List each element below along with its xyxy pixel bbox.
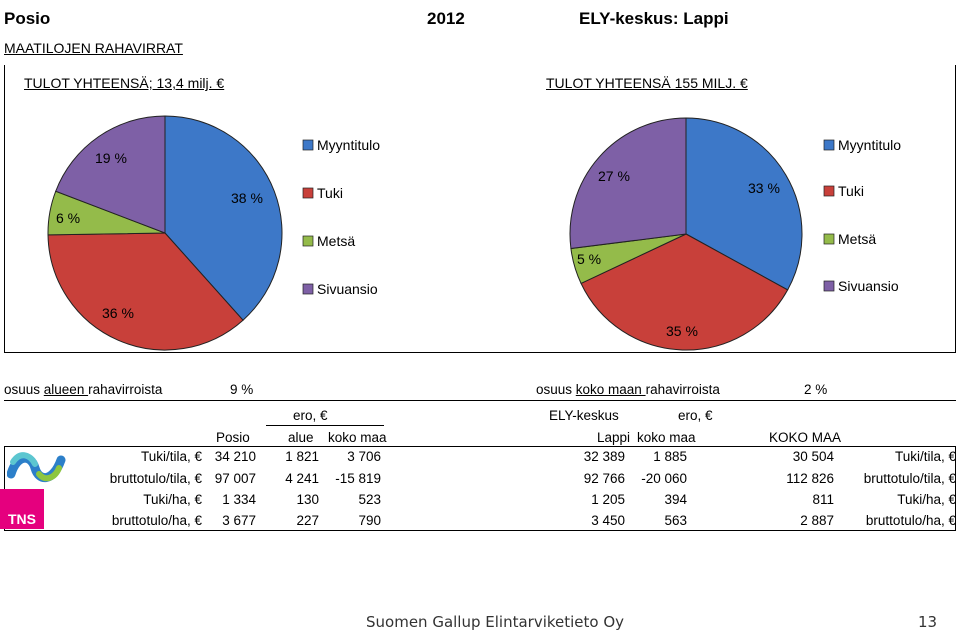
cell-ero-koko: 523 xyxy=(358,492,381,507)
header-alue: alue xyxy=(288,430,314,445)
pie-label: 19 % xyxy=(95,150,127,166)
header-ero-1: ero, € xyxy=(293,408,328,423)
legend-swatch-myyntitulo xyxy=(823,139,835,151)
cell-ero-koko: -15 819 xyxy=(335,471,381,486)
legend-swatch-tuki xyxy=(823,185,835,197)
pie-slice-sivuansio xyxy=(569,117,687,250)
year-title: 2012 xyxy=(427,9,465,28)
legend-entry: Myyntitulo xyxy=(838,137,901,153)
cell-label: bruttotulo/tila, € xyxy=(109,471,202,486)
share-left-label: osuus alueen rahavirroista xyxy=(4,382,163,397)
pie-slice-myyntitulo xyxy=(685,117,803,291)
pie-label: 33 % xyxy=(748,180,780,196)
cell-koko: 30 504 xyxy=(792,449,834,464)
legend-swatch-metsä xyxy=(823,233,835,245)
cell-posio: 97 007 xyxy=(214,471,256,486)
cell-ero-alue: 1 821 xyxy=(285,449,319,464)
cell-label2: Tuki/tila, € xyxy=(894,449,956,464)
pie-slice-myyntitulo xyxy=(164,115,283,321)
page-subtitle: MAATILOJEN RAHAVIRRAT xyxy=(4,40,183,56)
cell-ero-lappi: 563 xyxy=(664,513,687,528)
cell-ero-lappi: 394 xyxy=(664,492,687,507)
cell-ero-alue: 227 xyxy=(296,513,319,528)
header-koko-maa: KOKO MAA xyxy=(769,430,842,445)
pie-chart-left: 38 % 36 % 6 % 19 % xyxy=(47,115,283,351)
legend-left: Myyntitulo Tuki Metsä Sivuansio xyxy=(302,137,380,297)
legend-right: Myyntitulo Tuki Metsä Sivuansio xyxy=(823,137,901,294)
cell-lappi: 92 766 xyxy=(583,471,625,486)
footer-company: Suomen Gallup Elintarviketieto Oy xyxy=(366,613,625,631)
legend-swatch-myyntitulo xyxy=(302,139,314,151)
cell-label: bruttotulo/ha, € xyxy=(111,513,202,528)
legend-entry: Tuki xyxy=(838,183,864,199)
pie-label: 6 % xyxy=(56,210,80,226)
header-ely: ELY-keskus xyxy=(549,408,619,423)
header-koko-maa-1: koko maa xyxy=(328,430,387,445)
pie-slice-tuki xyxy=(47,232,244,351)
pie-slice-sivuansio xyxy=(55,115,166,234)
pie-label: 36 % xyxy=(102,305,134,321)
page-number: 13 xyxy=(918,613,938,631)
cell-posio: 1 334 xyxy=(222,492,256,507)
tns-logo: TNS xyxy=(0,489,44,529)
chart-title-right: TULOT YHTEENSÄ 155 MILJ. € xyxy=(546,75,748,91)
cell-lappi: 32 389 xyxy=(583,449,625,464)
cell-label2: bruttotulo/tila, € xyxy=(863,471,956,486)
header-posio: Posio xyxy=(216,430,250,445)
cell-ero-koko: 790 xyxy=(358,513,381,528)
region-title: Posio xyxy=(4,9,51,28)
share-right-value: 2 % xyxy=(804,382,828,397)
legend-swatch-metsä xyxy=(302,235,314,247)
pie-label: 5 % xyxy=(577,251,601,267)
cell-koko: 811 xyxy=(812,492,834,507)
cell-posio: 34 210 xyxy=(214,449,256,464)
cell-lappi: 3 450 xyxy=(591,513,625,528)
cell-label: Tuki/tila, € xyxy=(140,449,202,464)
header-ero-2: ero, € xyxy=(678,408,713,423)
cell-label2: Tuki/ha, € xyxy=(897,492,956,507)
gallup-logo xyxy=(7,452,66,482)
legend-swatch-tuki xyxy=(302,187,314,199)
legend-entry: Tuki xyxy=(317,185,343,201)
cell-ero-koko: 3 706 xyxy=(347,449,381,464)
share-left-value: 9 % xyxy=(230,382,254,397)
cell-koko: 2 887 xyxy=(800,513,834,528)
cell-ero-alue: 130 xyxy=(296,492,319,507)
cell-posio: 3 677 xyxy=(222,513,256,528)
legend-entry: Metsä xyxy=(317,233,355,249)
cell-label2: bruttotulo/ha, € xyxy=(865,513,956,528)
header-koko-maa-2: koko maa xyxy=(637,430,696,445)
header-lappi: Lappi xyxy=(597,430,631,445)
legend-entry: Myyntitulo xyxy=(317,137,380,153)
share-right-label: osuus koko maan rahavirroista xyxy=(536,382,720,397)
pie-charts: 38 % 36 % 6 % 19 % 33 % 35 % 5 % 27 % Myyntitu… xyxy=(47,115,901,351)
legend-entry: Metsä xyxy=(838,231,876,247)
cell-koko: 112 826 xyxy=(786,471,834,486)
pie-slice-tuki xyxy=(580,233,789,351)
legend-swatch-sivuansio xyxy=(823,280,835,292)
cell-ero-lappi: -20 060 xyxy=(641,471,687,486)
pie-chart-right: 33 % 35 % 5 % 27 % xyxy=(569,117,803,351)
pie-label: 27 % xyxy=(598,168,630,184)
cell-ero-lappi: 1 885 xyxy=(653,449,687,464)
ely-title: ELY-keskus: Lappi xyxy=(579,9,729,28)
pie-label: 35 % xyxy=(666,323,698,339)
legend-swatch-sivuansio xyxy=(302,283,314,295)
cell-ero-alue: 4 241 xyxy=(285,471,319,486)
cell-lappi: 1 205 xyxy=(591,492,625,507)
legend-entry: Sivuansio xyxy=(838,278,899,294)
pie-label: 38 % xyxy=(231,190,263,206)
legend-entry: Sivuansio xyxy=(317,281,378,297)
chart-title-left: TULOT YHTEENSÄ; 13,4 milj. € xyxy=(24,75,225,91)
cell-label: Tuki/ha, € xyxy=(143,492,202,507)
